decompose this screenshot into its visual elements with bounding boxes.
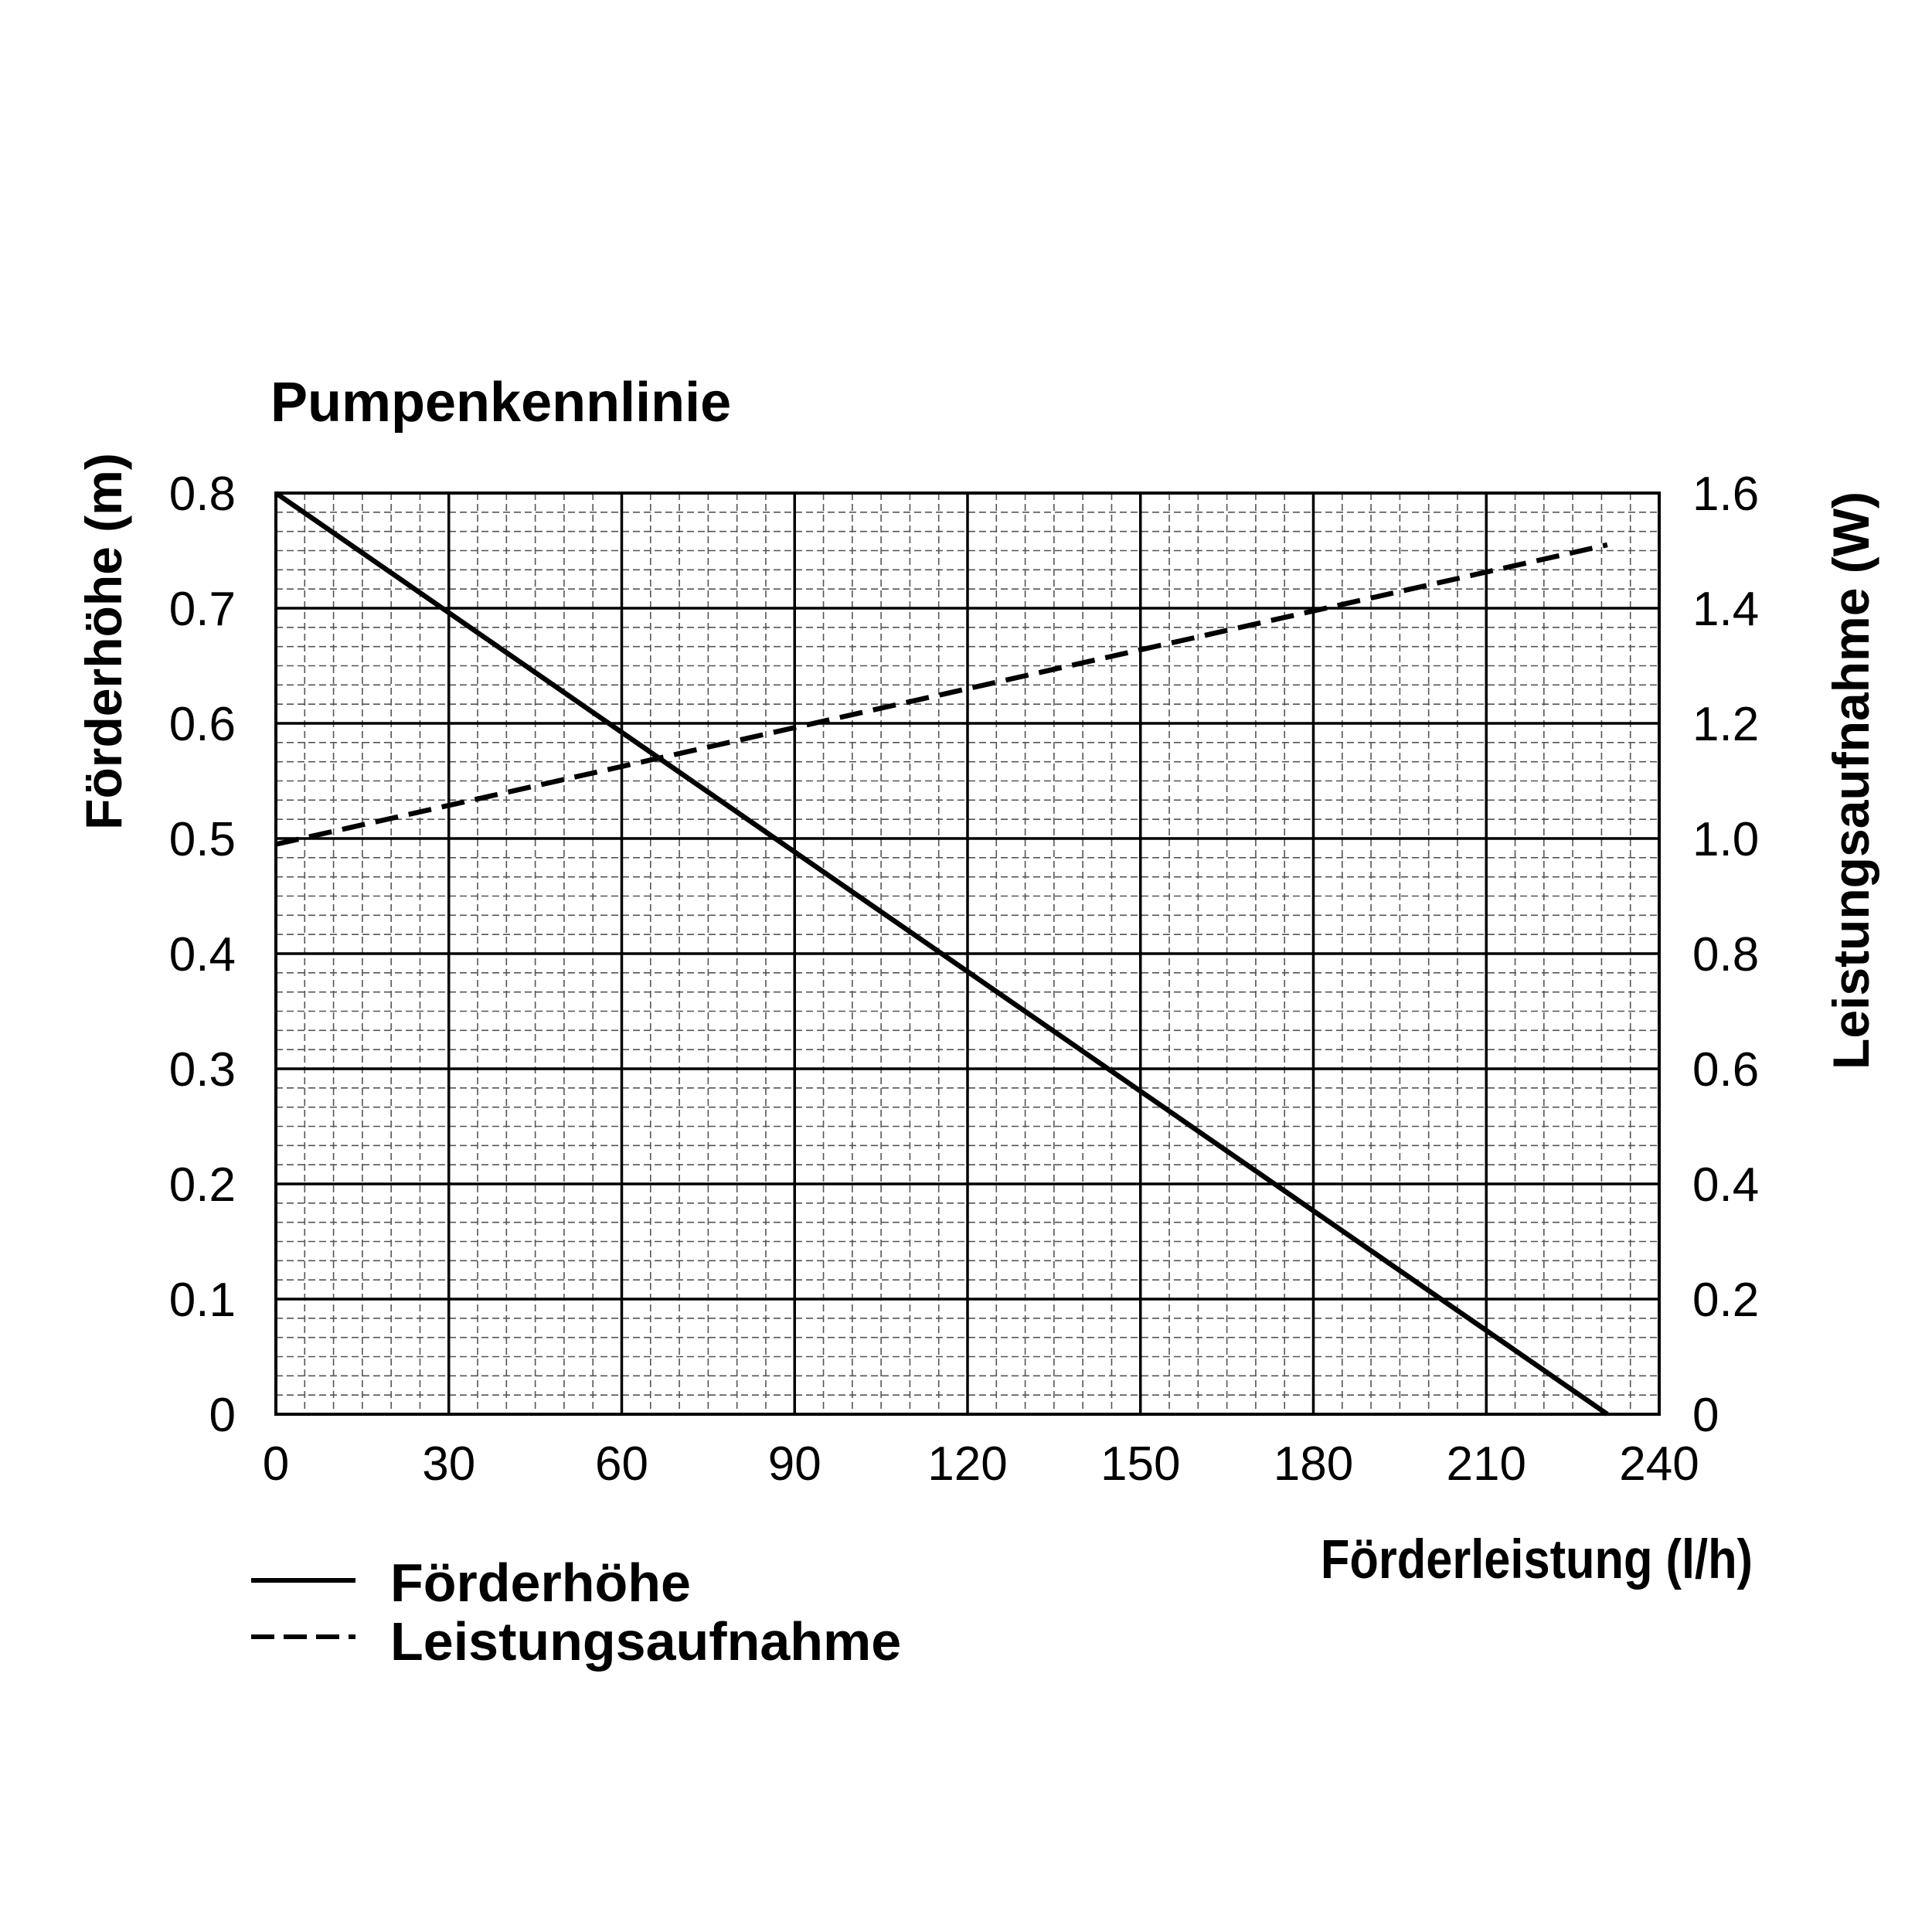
x-tick-label: 30 (422, 1437, 475, 1491)
x-axis-label: Förderleistung (l/h) (1321, 1529, 1753, 1590)
x-tick-label: 150 (1100, 1437, 1180, 1491)
y-tick-label-right: 0.6 (1692, 1043, 1759, 1097)
y-tick-label-left: 0 (209, 1389, 236, 1442)
y-tick-label-left: 0.3 (169, 1043, 236, 1097)
y-axis-label-left: Förderhöhe (m) (75, 453, 132, 830)
y-tick-label-left: 0.5 (169, 813, 236, 866)
y-tick-label-right: 1.2 (1692, 698, 1759, 751)
y-tick-label-right: 0.4 (1692, 1158, 1759, 1212)
y-tick-label-right: 1.6 (1692, 468, 1759, 521)
y-axis-label-right: Leistungsaufnahme (W) (1822, 492, 1879, 1070)
y-tick-label-left: 0.2 (169, 1158, 236, 1212)
x-tick-label: 240 (1619, 1437, 1699, 1491)
series-line-foerderhoehe (274, 491, 1609, 1417)
x-tick-label: 180 (1274, 1437, 1353, 1491)
y-tick-label-left: 0.8 (169, 468, 236, 521)
x-tick-label: 60 (595, 1437, 648, 1491)
y-tick-label-right: 0 (1692, 1389, 1719, 1442)
legend: Förderhöhe Leistungsaufnahme (251, 1553, 901, 1672)
series-line-leistungsaufnahme (275, 542, 1608, 847)
y-tick-label-right: 1.0 (1692, 813, 1759, 866)
series-layer (274, 491, 1609, 1417)
x-tick-label: 120 (927, 1437, 1007, 1491)
legend-label-foerderhoehe: Förderhöhe (390, 1553, 691, 1613)
major-grid (276, 493, 1659, 1414)
plot-frame (274, 492, 1661, 1416)
x-tick-label: 0 (263, 1437, 289, 1491)
tick-labels: 0 30 60 90 120 150 180 210 24000.10.20.30.40.50.… (169, 468, 1759, 1491)
y-tick-label-left: 0.7 (169, 583, 236, 636)
y-tick-label-right: 1.4 (1692, 583, 1759, 636)
y-tick-label-right: 0.2 (1692, 1274, 1759, 1327)
y-tick-label-left: 0.1 (169, 1274, 236, 1327)
legend-label-leistungsaufnahme: Leistungsaufnahme (390, 1611, 901, 1672)
y-tick-label-left: 0.4 (169, 928, 236, 981)
x-tick-label: 210 (1447, 1437, 1526, 1491)
y-tick-label-left: 0.6 (169, 698, 236, 751)
chart-title: Pumpenkennlinie (270, 372, 731, 434)
y-tick-label-right: 0.8 (1692, 928, 1759, 981)
x-tick-label: 90 (768, 1437, 821, 1491)
